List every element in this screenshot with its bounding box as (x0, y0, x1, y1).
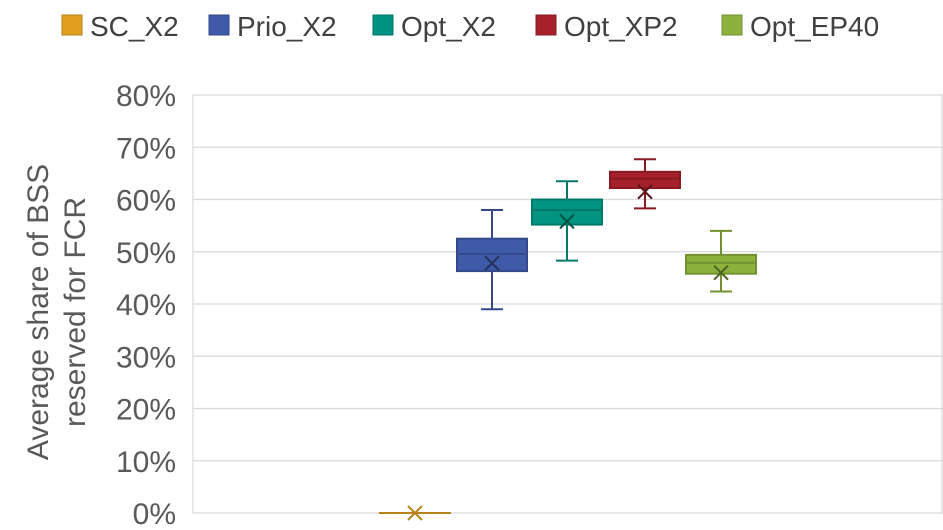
gridlines (192, 94, 943, 514)
y-axis-ticks: 0% 10% 20% 30% 40% 50% 60% 70% 80% (116, 80, 176, 530)
legend-item: Opt_XP2 (535, 11, 678, 42)
legend-item: Prio_X2 (208, 11, 337, 42)
mean-marker (637, 183, 653, 200)
legend-item: Opt_X2 (372, 11, 496, 42)
y-tick-label: 0% (133, 498, 176, 530)
legend-swatch (535, 14, 557, 36)
iqr-box (685, 253, 757, 275)
y-tick-label: 10% (116, 446, 176, 479)
legend-swatch (372, 14, 394, 36)
mean-marker (559, 213, 575, 230)
y-axis-label-line: reserved for FCR (59, 197, 92, 427)
box-Opt_EP40 (685, 229, 757, 293)
y-axis-label-line: Average share of BSS (22, 164, 55, 460)
legend-label: Prio_X2 (237, 11, 337, 42)
box-Prio_X2 (456, 208, 528, 311)
legend-swatch (61, 14, 83, 36)
legend-label: SC_X2 (90, 11, 179, 42)
legend-swatch (721, 14, 743, 36)
legend-swatch (208, 14, 230, 36)
y-tick-label: 60% (116, 185, 176, 218)
box-Opt_XP2 (609, 158, 681, 210)
legend: SC_X2 Prio_X2 Opt_X2 Opt_XP2 Opt_EP40 (61, 11, 879, 42)
mean-marker (713, 264, 729, 281)
iqr-box (609, 170, 681, 190)
box-SC_X2 (379, 505, 451, 521)
box-series (379, 158, 757, 521)
legend-label: Opt_XP2 (564, 11, 678, 42)
legend-item: SC_X2 (61, 11, 179, 42)
legend-item: Opt_EP40 (721, 11, 879, 42)
mean-marker (407, 505, 423, 521)
legend-label: Opt_EP40 (750, 11, 879, 42)
box-Opt_X2 (531, 180, 603, 262)
y-tick-label: 40% (116, 289, 176, 322)
y-tick-label: 70% (116, 132, 176, 165)
y-tick-label: 30% (116, 341, 176, 374)
y-tick-label: 20% (116, 394, 176, 427)
y-axis-label: Average share of BSS reserved for FCR (22, 164, 92, 460)
mean-marker (484, 255, 500, 271)
y-tick-label: 80% (116, 80, 176, 113)
iqr-box (456, 237, 528, 273)
legend-label: Opt_X2 (401, 11, 496, 42)
y-tick-label: 50% (116, 237, 176, 270)
